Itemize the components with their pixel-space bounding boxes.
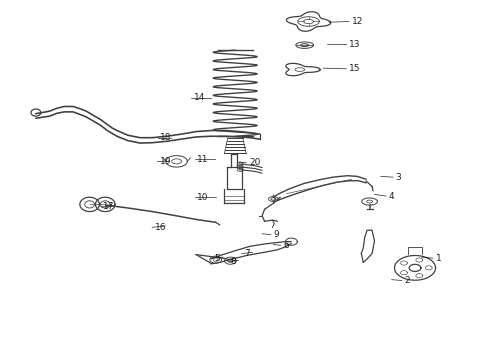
Text: 18: 18 <box>160 133 172 142</box>
Text: 14: 14 <box>194 93 205 102</box>
Text: 8: 8 <box>230 257 236 266</box>
Text: 2: 2 <box>404 276 410 285</box>
Text: 11: 11 <box>197 155 209 164</box>
Text: 1: 1 <box>436 254 441 263</box>
Text: 13: 13 <box>348 40 360 49</box>
Text: 5: 5 <box>215 254 220 263</box>
Text: 19: 19 <box>159 157 171 166</box>
Text: 7: 7 <box>244 249 250 258</box>
Text: 9: 9 <box>273 230 279 239</box>
Text: 17: 17 <box>103 202 115 211</box>
Text: 16: 16 <box>155 223 166 232</box>
Text: 15: 15 <box>348 64 360 73</box>
Text: 12: 12 <box>351 17 363 26</box>
Text: 6: 6 <box>283 241 289 250</box>
Text: 20: 20 <box>249 158 260 167</box>
Text: 4: 4 <box>389 192 394 201</box>
Text: 3: 3 <box>395 173 401 182</box>
Text: 10: 10 <box>197 193 209 202</box>
